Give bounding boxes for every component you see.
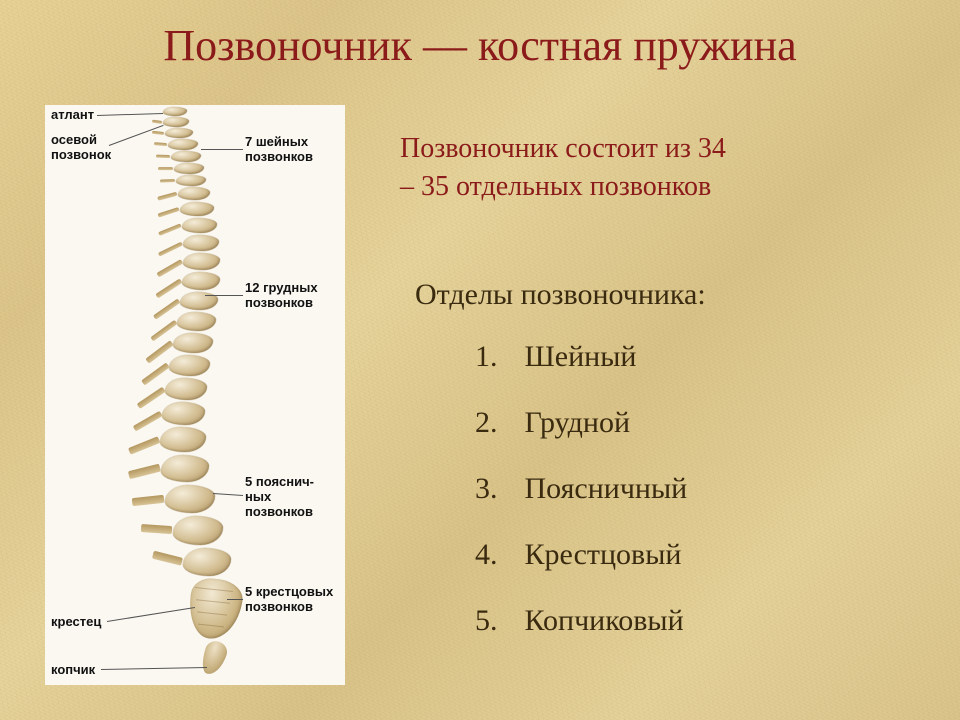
- sections-heading: Отделы позвоночника:: [415, 278, 706, 312]
- vertebra: [182, 218, 217, 233]
- vertebra: [163, 107, 187, 116]
- vertebra: [163, 117, 189, 127]
- leader-line: [213, 493, 243, 496]
- sections-list: 1. Шейный 2. Грудной 3. Поясничный 4. Кр…: [475, 340, 687, 670]
- vertebra: [168, 139, 198, 150]
- diagram-label: 5 пояснич- ных позвонков: [245, 475, 314, 520]
- list-item-number: 4.: [475, 538, 517, 572]
- vertebra: [162, 402, 205, 425]
- list-item-label: Шейный: [525, 340, 637, 373]
- spinous-process: [157, 259, 184, 277]
- vertebra: [173, 333, 213, 353]
- vertebra: [171, 151, 201, 162]
- slide-title: Позвоночник — костная пружина: [0, 20, 960, 71]
- spinous-process: [155, 279, 182, 299]
- spinous-process: [141, 363, 170, 386]
- spinous-process: [157, 207, 179, 218]
- spinous-process: [128, 465, 161, 480]
- spinous-process: [146, 341, 174, 364]
- leader-line: [97, 113, 163, 116]
- diagram-label: крестец: [51, 615, 101, 630]
- list-item-number: 2.: [475, 406, 517, 440]
- list-item: 1. Шейный: [475, 340, 687, 374]
- list-item: 5. Копчиковый: [475, 604, 687, 638]
- list-item-label: Грудной: [525, 406, 631, 439]
- vertebra: [182, 272, 220, 290]
- spinous-process: [132, 495, 165, 506]
- description-line-1: Позвоночник состоит из 34: [400, 133, 726, 164]
- spinous-process: [152, 119, 162, 123]
- list-item-label: Копчиковый: [525, 604, 684, 637]
- spinous-process: [157, 192, 177, 201]
- spine-diagram: атлант осевой позвонок крестец копчик 7 шейн…: [45, 105, 345, 685]
- vertebra: [160, 427, 206, 452]
- coccyx: [198, 638, 229, 677]
- list-item: 3. Поясничный: [475, 472, 687, 506]
- vertebra: [161, 455, 209, 482]
- vertebra: [178, 187, 210, 200]
- spinous-process: [158, 223, 182, 236]
- vertebra: [177, 312, 216, 331]
- list-item: 4. Крестцовый: [475, 538, 687, 572]
- spinous-process: [128, 436, 160, 454]
- spinous-process: [152, 551, 183, 566]
- leader-line: [227, 599, 243, 600]
- list-item: 2. Грудной: [475, 406, 687, 440]
- diagram-label: атлант: [51, 108, 94, 123]
- vertebra: [183, 253, 220, 270]
- diagram-label: осевой позвонок: [51, 133, 111, 163]
- spinous-process: [158, 167, 173, 170]
- vertebra: [165, 485, 215, 513]
- sacrum: [185, 576, 245, 643]
- vertebra: [176, 175, 206, 186]
- list-item-label: Крестцовый: [525, 538, 682, 571]
- spinous-process: [153, 299, 180, 320]
- spinous-process: [150, 319, 177, 341]
- description-text: Позвоночник состоит из 34 – 35 отдельных…: [400, 130, 920, 206]
- spinous-process: [141, 524, 172, 534]
- vertebra: [165, 378, 207, 400]
- list-item-number: 3.: [475, 472, 517, 506]
- spinous-process: [158, 241, 183, 256]
- vertebra: [180, 202, 214, 216]
- leader-line: [101, 667, 207, 670]
- spinous-process: [154, 142, 167, 146]
- leader-line: [201, 149, 243, 150]
- leader-line: [107, 607, 195, 622]
- spinous-process: [137, 386, 166, 408]
- spinous-process: [152, 130, 164, 134]
- list-item-number: 1.: [475, 340, 517, 374]
- vertebra: [173, 516, 223, 545]
- description-line-2: – 35 отдельных позвонков: [400, 171, 711, 202]
- list-item-label: Поясничный: [525, 472, 688, 505]
- leader-line: [205, 295, 243, 296]
- vertebra: [183, 235, 219, 251]
- spinous-process: [156, 154, 170, 158]
- spinous-process: [160, 179, 175, 183]
- diagram-label: 7 шейных позвонков: [245, 135, 313, 165]
- vertebra: [165, 128, 193, 138]
- diagram-label: 12 грудных позвонков: [245, 281, 318, 311]
- slide: Позвоночник — костная пружина атлант осев…: [0, 0, 960, 720]
- vertebra: [169, 355, 210, 376]
- vertebra: [183, 548, 231, 576]
- spinous-process: [133, 410, 163, 431]
- diagram-label: копчик: [51, 663, 95, 678]
- diagram-label: 5 крестцовых позвонков: [245, 585, 333, 615]
- vertebra: [174, 163, 204, 174]
- list-item-number: 5.: [475, 604, 517, 638]
